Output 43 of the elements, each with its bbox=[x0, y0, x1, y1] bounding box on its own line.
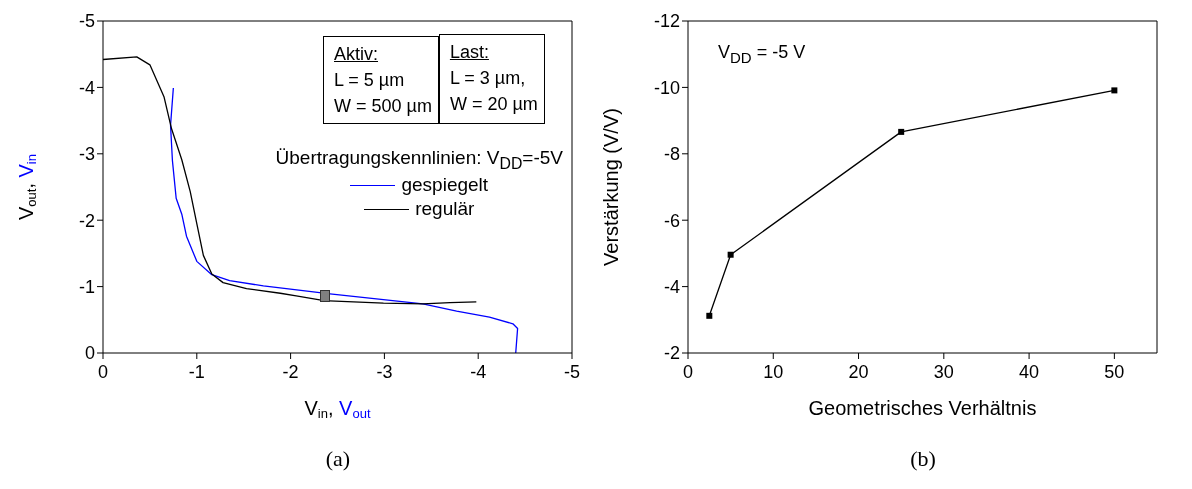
x-tick-label: 0 bbox=[97, 361, 109, 382]
y-tick-label: -2 bbox=[78, 210, 95, 231]
annotation: L = 3 µm, bbox=[449, 67, 527, 90]
y-tick-label: -4 bbox=[78, 77, 95, 98]
x-tick-label: 20 bbox=[848, 361, 869, 382]
x-axis-title: V$_{in}$, V$_{out}$ bbox=[304, 397, 371, 422]
y-tick-label: -1 bbox=[78, 276, 95, 297]
y-tick-label: 0 bbox=[84, 343, 95, 364]
x-tick-label: -4 bbox=[470, 361, 487, 382]
y-tick-label: -10 bbox=[653, 77, 680, 98]
x-tick-label: -2 bbox=[282, 361, 299, 382]
y-tick-label: -5 bbox=[78, 11, 95, 32]
y-tick-label: -6 bbox=[663, 210, 680, 231]
y-tick-label: -4 bbox=[663, 276, 680, 297]
annotation: W = 500 µm bbox=[334, 95, 432, 118]
x-tick-label: 0 bbox=[682, 361, 694, 382]
point bbox=[1111, 87, 1118, 94]
point bbox=[727, 251, 734, 258]
x-tick-label: 40 bbox=[1019, 361, 1040, 382]
text: (a) bbox=[324, 446, 352, 472]
y-tick-label: -2 bbox=[663, 343, 680, 364]
annotation: V$_{DD}$ = -5 V bbox=[718, 42, 806, 66]
y-tick-label: -3 bbox=[78, 144, 95, 165]
legend-label: regulär bbox=[415, 198, 475, 221]
text: (b) bbox=[909, 446, 937, 472]
annotation: W = 20 µm bbox=[449, 93, 538, 116]
legend-title: Übertragungskennlinien: V$_{DD}$=-5V bbox=[275, 146, 563, 173]
x-axis-title: Geometrisches Verhältnis bbox=[808, 397, 1037, 419]
annotation: L = 5 µm bbox=[334, 69, 406, 92]
legend-label: gespiegelt bbox=[401, 174, 489, 197]
point bbox=[898, 128, 905, 135]
x-tick-label: 10 bbox=[763, 361, 784, 382]
y-tick-label: -8 bbox=[663, 144, 680, 165]
x-tick-label: 30 bbox=[933, 361, 954, 382]
point bbox=[706, 312, 713, 319]
x-tick-label: -1 bbox=[188, 361, 205, 382]
annotation: Aktiv: bbox=[334, 43, 379, 66]
x-tick-label: -5 bbox=[563, 361, 581, 382]
y-axis-title: Verstärkung (V/V) bbox=[600, 108, 622, 266]
x-tick-label: 50 bbox=[1104, 361, 1125, 382]
annotation: Last: bbox=[449, 41, 490, 64]
y-tick-label: -12 bbox=[653, 11, 680, 32]
x-tick-label: -3 bbox=[376, 361, 393, 382]
